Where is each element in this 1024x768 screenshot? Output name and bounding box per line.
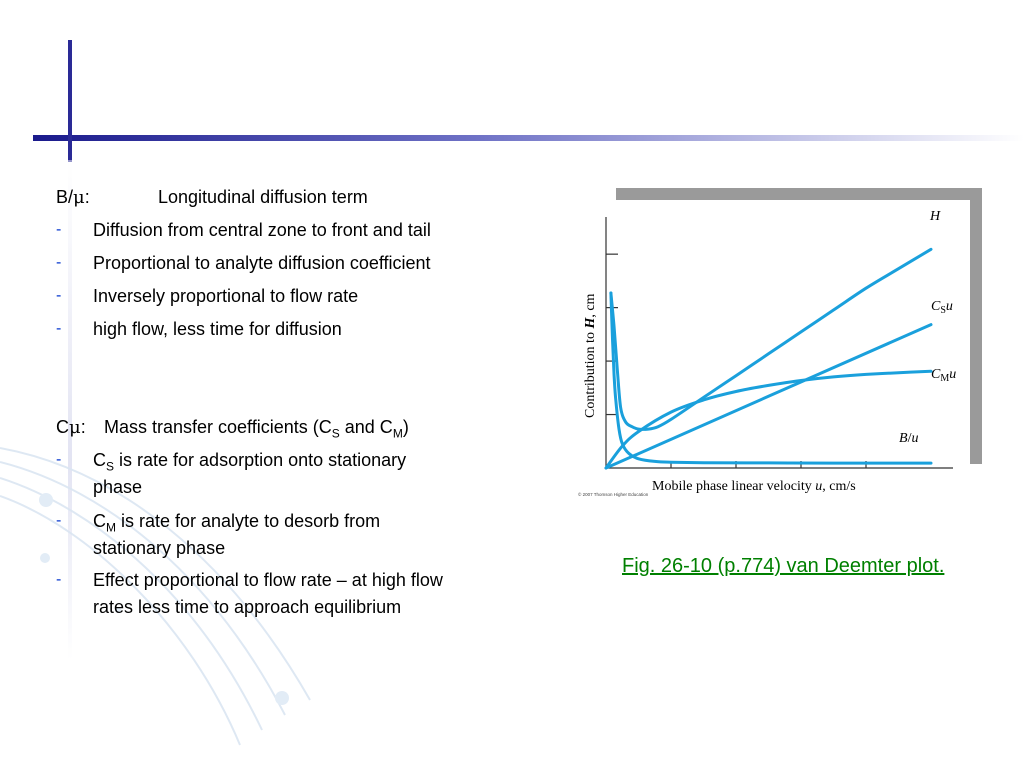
- label-cm-u: CMu: [931, 367, 956, 384]
- section-c-bullet-3-cont: rates less time to approach equilibrium: [93, 597, 402, 617]
- figure-caption-link[interactable]: Fig. 26-10 (p.774) van Deemter plot.: [622, 555, 945, 577]
- label-cs-u: CSu: [931, 299, 953, 316]
- section-b-bullet-4: high flow, less time for diffusion: [93, 319, 342, 339]
- section-c-label: Cμ:: [56, 417, 86, 438]
- section-b-bullet-1: Diffusion from central zone to front and…: [93, 220, 431, 240]
- bullet-marker: -: [56, 221, 62, 238]
- section-c-bullet-2: CM is rate for analyte to desorb from: [93, 511, 381, 535]
- section-c-title: Mass transfer coefficients (CS and CM): [104, 417, 409, 441]
- bullet-marker: -: [56, 254, 62, 271]
- bubble-decoration: [39, 493, 289, 705]
- bullet-marker: -: [56, 287, 62, 304]
- series-h-curve: [609, 247, 933, 431]
- series-cs-u-line: [604, 323, 933, 470]
- header-rule-vertical: [68, 40, 72, 162]
- bullet-marker: -: [56, 320, 62, 337]
- section-b-title: Longitudinal diffusion term: [158, 187, 368, 207]
- chart-y-label: Contribution to H, cm: [583, 293, 598, 418]
- section-b-label: B/μ:: [56, 187, 90, 208]
- bullet-marker: -: [56, 451, 62, 468]
- section-c-bullet-3: Effect proportional to flow rate – at hi…: [93, 570, 443, 590]
- bullet-marker: -: [56, 571, 62, 588]
- chart-series-layer: [604, 247, 933, 470]
- bullet-marker: -: [56, 512, 62, 529]
- section-b-bullet-2: Proportional to analyte diffusion coeffi…: [93, 253, 431, 273]
- section-c-bullet-1-cont: phase: [93, 477, 143, 497]
- series-cm-u-curve: [604, 369, 933, 470]
- series-label-h: H: [929, 209, 941, 224]
- series-b-u-curve: [609, 291, 933, 465]
- header-rule-horizontal: [33, 135, 1024, 141]
- van-deemter-chart: H CSu CMu B/u Mobile phase linear veloci…: [578, 188, 982, 497]
- section-c-bullet-1: CS is rate for adsorption onto stationar…: [93, 450, 407, 474]
- side-rule-fade: [68, 160, 72, 660]
- section-c-bullet-2-cont: stationary phase: [93, 538, 226, 558]
- chart-x-label: Mobile phase linear velocity u, cm/s: [652, 479, 856, 494]
- label-b-u: B/u: [899, 431, 918, 446]
- label-h: H: [929, 209, 941, 224]
- chart-copyright: © 2007 Thomson Higher Education: [578, 491, 649, 497]
- section-b-bullet-3: Inversely proportional to flow rate: [93, 286, 359, 306]
- swoosh-decoration: [0, 447, 311, 746]
